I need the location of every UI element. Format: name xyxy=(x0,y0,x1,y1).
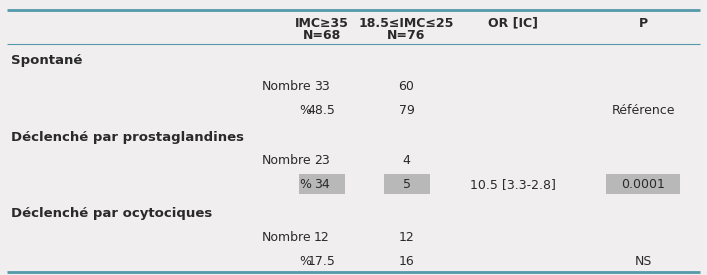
FancyBboxPatch shape xyxy=(298,174,345,194)
Text: 48.5: 48.5 xyxy=(308,103,336,117)
Text: 16: 16 xyxy=(399,255,414,268)
Text: 12: 12 xyxy=(314,231,329,244)
FancyBboxPatch shape xyxy=(607,174,681,194)
Text: NS: NS xyxy=(635,255,652,268)
Text: 12: 12 xyxy=(399,231,414,244)
Text: Déclenché par ocytociques: Déclenché par ocytociques xyxy=(11,207,212,220)
Text: 18.5≤IMC≤25: 18.5≤IMC≤25 xyxy=(359,17,454,30)
Text: Nombre: Nombre xyxy=(262,231,311,244)
Text: N=68: N=68 xyxy=(303,29,341,42)
Text: 79: 79 xyxy=(399,103,414,117)
Text: 23: 23 xyxy=(314,154,329,167)
Text: Déclenché par prostaglandines: Déclenché par prostaglandines xyxy=(11,131,244,144)
Text: Nombre: Nombre xyxy=(262,154,311,167)
Text: IMC≥35: IMC≥35 xyxy=(295,17,349,30)
Text: %: % xyxy=(299,178,311,191)
Text: 0.0001: 0.0001 xyxy=(621,178,665,191)
Text: P: P xyxy=(639,17,648,30)
Text: 33: 33 xyxy=(314,80,329,93)
Text: 34: 34 xyxy=(314,178,329,191)
Text: N=76: N=76 xyxy=(387,29,426,42)
Text: Spontané: Spontané xyxy=(11,54,82,67)
Text: 60: 60 xyxy=(399,80,414,93)
Text: 5: 5 xyxy=(402,178,411,191)
Text: Référence: Référence xyxy=(612,103,675,117)
Text: 10.5 [3.3-2.8]: 10.5 [3.3-2.8] xyxy=(469,178,556,191)
Text: Nombre: Nombre xyxy=(262,80,311,93)
FancyBboxPatch shape xyxy=(384,174,429,194)
Text: %: % xyxy=(299,103,311,117)
Text: OR [IC]: OR [IC] xyxy=(488,17,537,30)
Text: 17.5: 17.5 xyxy=(308,255,336,268)
Text: %: % xyxy=(299,255,311,268)
Text: 4: 4 xyxy=(402,154,411,167)
